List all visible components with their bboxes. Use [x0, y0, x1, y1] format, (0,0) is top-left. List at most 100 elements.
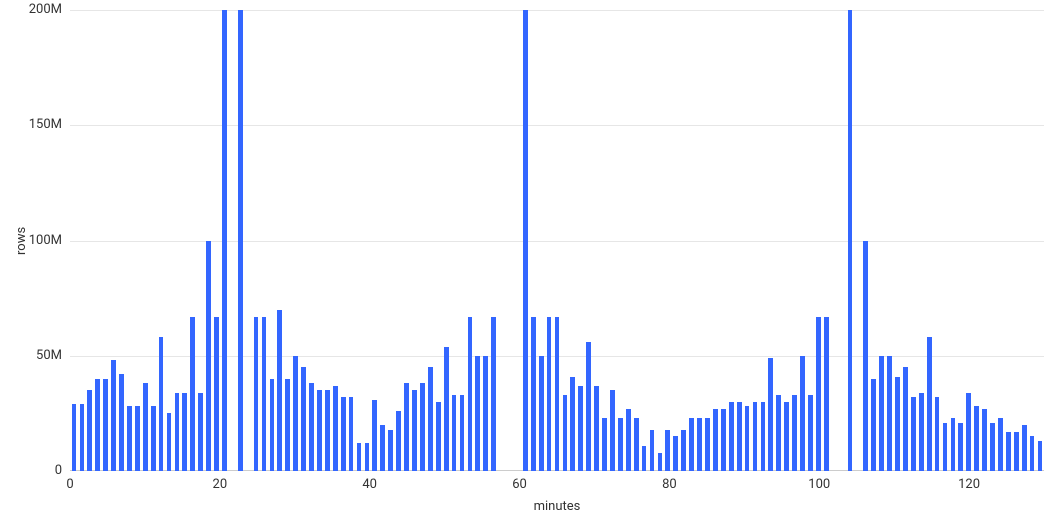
bar	[578, 386, 583, 471]
bar	[673, 436, 678, 471]
bar	[650, 430, 655, 471]
bar	[222, 10, 227, 471]
bar	[1022, 425, 1027, 471]
bar	[681, 430, 686, 471]
bar	[214, 317, 219, 471]
bar	[911, 397, 916, 471]
bar	[547, 317, 552, 471]
bar	[586, 342, 591, 471]
bar	[555, 317, 560, 471]
bar	[998, 418, 1003, 471]
bar	[72, 404, 77, 471]
bar	[871, 379, 876, 471]
bar	[626, 409, 631, 471]
bar	[475, 356, 480, 471]
bar	[539, 356, 544, 471]
bar	[943, 423, 948, 471]
bar	[452, 395, 457, 471]
x-tick-label: 0	[66, 477, 73, 492]
x-axis-title: minutes	[70, 499, 1044, 514]
bar	[483, 356, 488, 471]
bar	[927, 337, 932, 471]
rows-per-minute-chart: rows minutes 050M100M150M200M02040608010…	[0, 0, 1064, 521]
bar	[420, 383, 425, 471]
bar	[745, 406, 750, 471]
bar	[697, 418, 702, 471]
bar	[412, 390, 417, 471]
bar	[262, 317, 267, 471]
bar	[808, 395, 813, 471]
gridline	[70, 10, 1044, 11]
bar	[618, 418, 623, 471]
y-tick-label: 0	[12, 463, 62, 478]
bar	[610, 390, 615, 471]
bar	[238, 10, 243, 471]
bar	[468, 317, 473, 471]
y-tick-label: 100M	[12, 233, 62, 248]
bar	[372, 400, 377, 471]
bar	[594, 386, 599, 471]
bar	[887, 356, 892, 471]
bar	[460, 395, 465, 471]
bar	[761, 402, 766, 471]
bar	[151, 406, 156, 471]
bar	[87, 390, 92, 471]
bar	[388, 430, 393, 471]
x-tick-label: 60	[512, 477, 527, 492]
bar	[721, 409, 726, 471]
bar	[444, 347, 449, 471]
bar	[705, 418, 710, 471]
bar	[848, 10, 853, 471]
x-tick-label: 40	[362, 477, 377, 492]
bar	[990, 423, 995, 471]
bar	[491, 317, 496, 471]
y-tick-label: 200M	[12, 2, 62, 17]
x-tick-label: 80	[662, 477, 677, 492]
bar	[570, 377, 575, 472]
plot-area	[70, 10, 1044, 471]
bar	[658, 453, 663, 471]
bar	[792, 395, 797, 471]
bar	[80, 404, 85, 471]
x-tick-label: 120	[958, 477, 980, 492]
bar	[428, 367, 433, 471]
bar	[737, 402, 742, 471]
bar	[95, 379, 100, 471]
x-tick-label: 20	[213, 477, 228, 492]
bar	[966, 393, 971, 471]
bar	[309, 383, 314, 471]
bar	[903, 367, 908, 471]
bar	[159, 337, 164, 471]
x-tick-label: 100	[808, 477, 830, 492]
bar	[974, 406, 979, 471]
bar	[895, 377, 900, 472]
bar	[1038, 441, 1043, 471]
bar	[1006, 432, 1011, 471]
bar	[958, 423, 963, 471]
bar	[879, 356, 884, 471]
bar	[634, 418, 639, 471]
bar	[523, 10, 528, 471]
bar	[776, 395, 781, 471]
bar	[167, 413, 172, 471]
bar	[254, 317, 259, 471]
bar	[206, 241, 211, 472]
bar	[396, 411, 401, 471]
bar	[135, 406, 140, 471]
bar	[713, 409, 718, 471]
bar	[190, 317, 195, 471]
bar	[111, 360, 116, 471]
bar	[951, 418, 956, 471]
bar	[127, 406, 132, 471]
bar	[301, 367, 306, 471]
bar	[982, 409, 987, 471]
bar	[642, 446, 647, 471]
bar	[919, 393, 924, 471]
bar	[863, 241, 868, 472]
bar	[1014, 432, 1019, 471]
bar	[768, 358, 773, 471]
bar	[293, 356, 298, 471]
bar	[333, 386, 338, 471]
bar	[602, 418, 607, 471]
bar	[753, 402, 758, 471]
